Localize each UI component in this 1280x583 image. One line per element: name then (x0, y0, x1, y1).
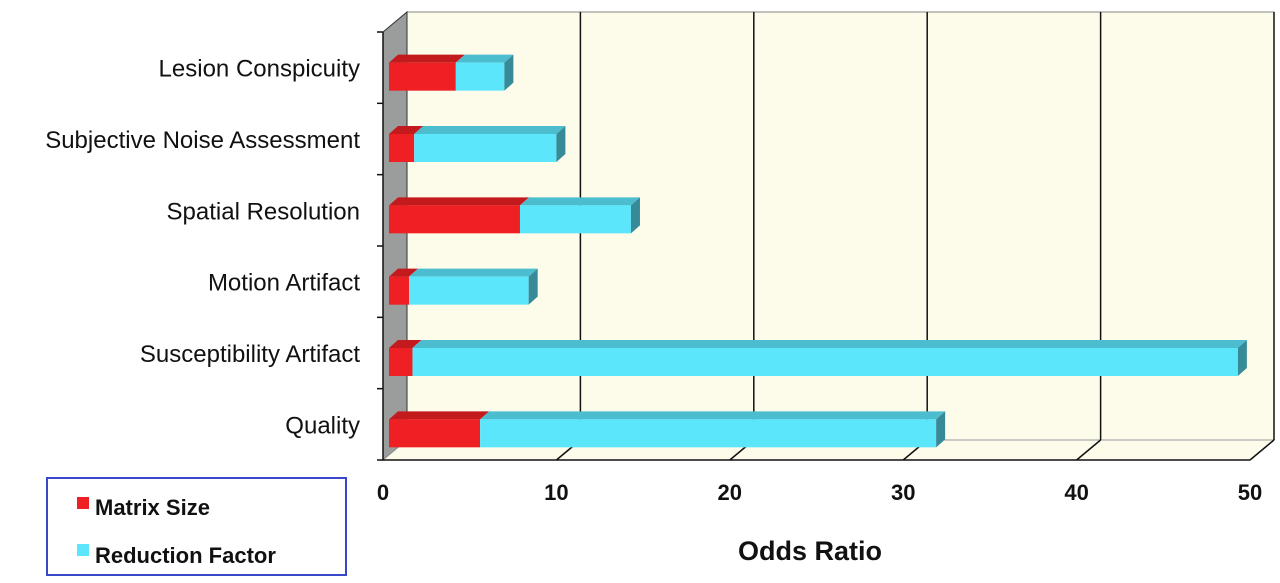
y-category-label: Quality (285, 412, 360, 439)
bar-matrix-size (389, 62, 456, 91)
bar-end-face (528, 268, 538, 305)
axes (377, 31, 1250, 461)
bar-reduction-factor-top (412, 340, 1247, 348)
bar-matrix-size-top (389, 340, 422, 348)
bar-reduction-factor-top (519, 197, 640, 206)
legend-label-reduction-factor: Reduction Factor (95, 543, 276, 568)
x-tick-label: 30 (891, 480, 915, 505)
plot-walls (381, 10, 1276, 462)
y-category-label: Spatial Resolution (167, 198, 360, 225)
y-category-label: Motion Artifact (208, 270, 360, 297)
bar-reduction-factor (519, 205, 631, 234)
gridline-floor-40 (1076, 439, 1102, 461)
y-category-label: Susceptibility Artifact (140, 341, 360, 368)
bar-matrix-size-top (389, 268, 419, 277)
bar-reduction-factor (480, 419, 937, 448)
legend-swatch-reduction-factor (77, 544, 89, 556)
x-axis-title: Odds Ratio (738, 536, 882, 566)
x-tick-label: 40 (1064, 480, 1088, 505)
bar-end-face (556, 126, 566, 162)
bars (389, 54, 1247, 448)
bar-reduction-factor-top (480, 411, 946, 420)
bar-end-face (504, 54, 514, 91)
bar-end-face (1237, 340, 1247, 376)
legend-label-matrix-size: Matrix Size (95, 495, 210, 520)
labels: 0 10 20 30 40 50 Lesion Conspicuity Subjective … (45, 56, 1262, 505)
bar-matrix-size-top (389, 411, 490, 420)
legend-box (46, 477, 347, 576)
bar-end-face (936, 411, 946, 448)
bar-end-face (630, 197, 640, 234)
bar-matrix-size (389, 205, 520, 234)
bar-matrix-size (389, 419, 481, 448)
bar-reduction-factor-top (455, 54, 514, 63)
bar-matrix-size-top (389, 126, 424, 134)
bar-reduction-factor-top (409, 268, 538, 277)
y-category-label: Lesion Conspicuity (159, 56, 360, 83)
bar-matrix-size (389, 276, 410, 305)
gridline-floor-50 (1249, 439, 1275, 461)
y-category-label: Subjective Noise Assessment (45, 127, 360, 154)
x-tick-label: 20 (718, 480, 742, 505)
bar-reduction-factor (414, 134, 557, 162)
x-tick-label: 10 (544, 480, 568, 505)
bar-matrix-size-top (389, 197, 529, 206)
bar-matrix-size (389, 348, 413, 376)
bar-reduction-factor (412, 348, 1238, 376)
bar-matrix-size-top (389, 54, 465, 63)
bar-reduction-factor (455, 62, 505, 91)
bar-matrix-size (389, 134, 415, 162)
legend: Matrix Size Reduction Factor (46, 477, 347, 576)
legend-swatch-matrix-size (77, 497, 89, 509)
bar-reduction-factor-top (414, 126, 566, 134)
x-tick-label: 50 (1238, 480, 1262, 505)
bar-reduction-factor (409, 276, 529, 305)
x-tick-label: 0 (377, 480, 389, 505)
